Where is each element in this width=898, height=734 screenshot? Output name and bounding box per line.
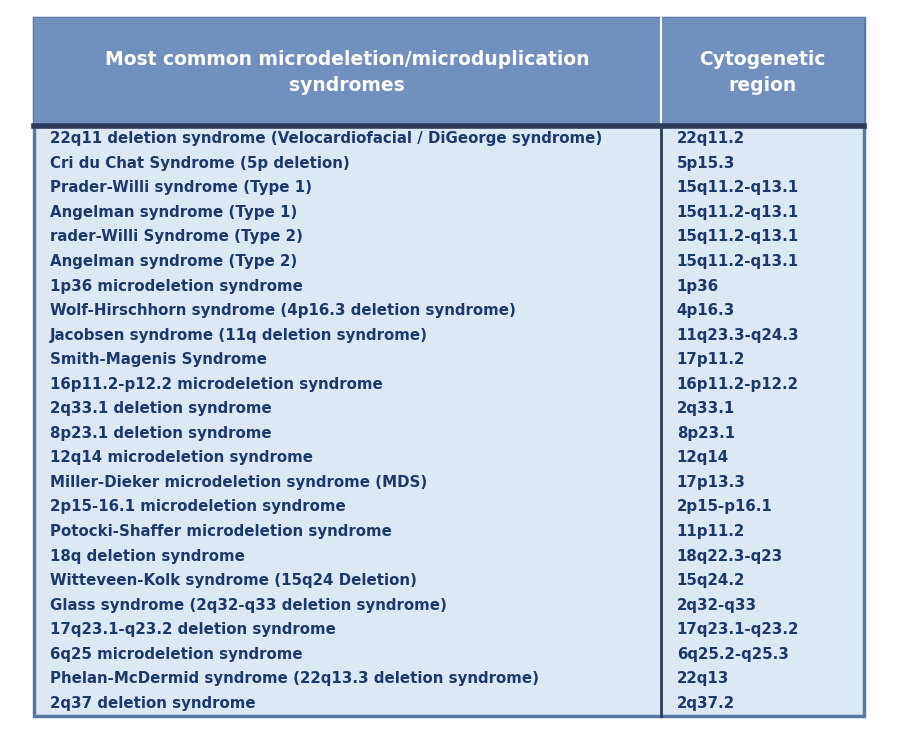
Text: Cri du Chat Syndrome (5p deletion): Cri du Chat Syndrome (5p deletion) xyxy=(50,156,350,171)
Text: Miller-Dieker microdeletion syndrome (MDS): Miller-Dieker microdeletion syndrome (MD… xyxy=(50,475,427,490)
Text: 6q25 microdeletion syndrome: 6q25 microdeletion syndrome xyxy=(50,647,303,662)
Text: 5p15.3: 5p15.3 xyxy=(677,156,735,171)
Text: Witteveen-Kolk syndrome (15q24 Deletion): Witteveen-Kolk syndrome (15q24 Deletion) xyxy=(50,573,418,588)
Text: 15q24.2: 15q24.2 xyxy=(677,573,745,588)
Text: 11p11.2: 11p11.2 xyxy=(677,524,745,539)
Text: Most common microdeletion/microduplication
syndromes: Most common microdeletion/microduplicati… xyxy=(105,50,590,95)
Text: 22q11 deletion syndrome (Velocardiofacial / DiGeorge syndrome): 22q11 deletion syndrome (Velocardiofacia… xyxy=(50,131,603,146)
Text: Potocki-Shaffer microdeletion syndrome: Potocki-Shaffer microdeletion syndrome xyxy=(50,524,392,539)
Text: 15q11.2-q13.1: 15q11.2-q13.1 xyxy=(677,205,799,220)
Text: 11q23.3-q24.3: 11q23.3-q24.3 xyxy=(677,327,799,343)
Text: Cytogenetic
region: Cytogenetic region xyxy=(699,50,825,95)
Text: 15q11.2-q13.1: 15q11.2-q13.1 xyxy=(677,230,799,244)
Text: 2q37.2: 2q37.2 xyxy=(677,696,735,711)
Text: 2q33.1 deletion syndrome: 2q33.1 deletion syndrome xyxy=(50,401,272,416)
Text: 17q23.1-q23.2: 17q23.1-q23.2 xyxy=(677,622,799,637)
Text: 2q37 deletion syndrome: 2q37 deletion syndrome xyxy=(50,696,256,711)
Text: 2p15-16.1 microdeletion syndrome: 2p15-16.1 microdeletion syndrome xyxy=(50,499,346,515)
Text: Phelan-McDermid syndrome (22q13.3 deletion syndrome): Phelan-McDermid syndrome (22q13.3 deleti… xyxy=(50,672,540,686)
Text: 22q11.2: 22q11.2 xyxy=(677,131,744,146)
Text: 16p11.2-p12.2: 16p11.2-p12.2 xyxy=(677,377,798,392)
Text: 8p23.1 deletion syndrome: 8p23.1 deletion syndrome xyxy=(50,426,272,441)
Text: Angelman syndrome (Type 2): Angelman syndrome (Type 2) xyxy=(50,254,297,269)
Text: 18q deletion syndrome: 18q deletion syndrome xyxy=(50,548,245,564)
Text: 2p15-p16.1: 2p15-p16.1 xyxy=(677,499,772,515)
Text: 1p36: 1p36 xyxy=(677,278,719,294)
Text: 12q14 microdeletion syndrome: 12q14 microdeletion syndrome xyxy=(50,451,313,465)
Text: 16p11.2-p12.2 microdeletion syndrome: 16p11.2-p12.2 microdeletion syndrome xyxy=(50,377,383,392)
Text: 12q14: 12q14 xyxy=(677,451,729,465)
Text: 22q13: 22q13 xyxy=(677,672,729,686)
Text: 17p13.3: 17p13.3 xyxy=(677,475,745,490)
Bar xyxy=(34,18,864,126)
Text: 2q33.1: 2q33.1 xyxy=(677,401,735,416)
Text: 17p11.2: 17p11.2 xyxy=(677,352,745,367)
Text: Prader-Willi syndrome (Type 1): Prader-Willi syndrome (Type 1) xyxy=(50,181,313,195)
Text: Glass syndrome (2q32-q33 deletion syndrome): Glass syndrome (2q32-q33 deletion syndro… xyxy=(50,597,447,613)
Text: 17q23.1-q23.2 deletion syndrome: 17q23.1-q23.2 deletion syndrome xyxy=(50,622,336,637)
Text: 15q11.2-q13.1: 15q11.2-q13.1 xyxy=(677,181,799,195)
Text: Smith-Magenis Syndrome: Smith-Magenis Syndrome xyxy=(50,352,268,367)
Text: 8p23.1: 8p23.1 xyxy=(677,426,735,441)
Text: Angelman syndrome (Type 1): Angelman syndrome (Type 1) xyxy=(50,205,297,220)
Text: rader-Willi Syndrome (Type 2): rader-Willi Syndrome (Type 2) xyxy=(50,230,304,244)
Text: Wolf-Hirschhorn syndrome (4p16.3 deletion syndrome): Wolf-Hirschhorn syndrome (4p16.3 deletio… xyxy=(50,303,516,318)
Text: 4p16.3: 4p16.3 xyxy=(677,303,735,318)
Text: 1p36 microdeletion syndrome: 1p36 microdeletion syndrome xyxy=(50,278,304,294)
Text: 2q32-q33: 2q32-q33 xyxy=(677,597,757,613)
Text: Jacobsen syndrome (11q deletion syndrome): Jacobsen syndrome (11q deletion syndrome… xyxy=(50,327,428,343)
Text: 6q25.2-q25.3: 6q25.2-q25.3 xyxy=(677,647,788,662)
Text: 18q22.3-q23: 18q22.3-q23 xyxy=(677,548,783,564)
Text: 15q11.2-q13.1: 15q11.2-q13.1 xyxy=(677,254,799,269)
